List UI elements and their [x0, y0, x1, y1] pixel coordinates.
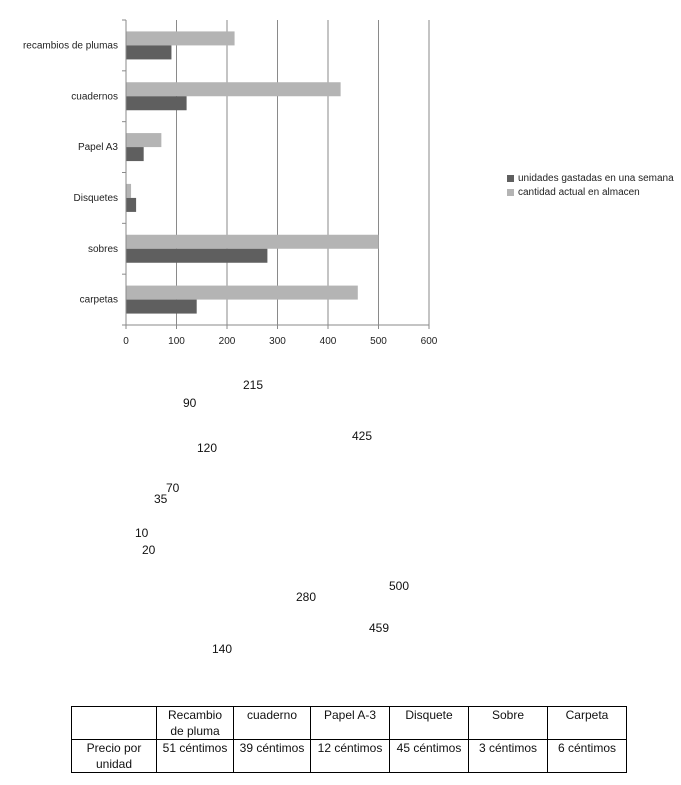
- value-label: 500: [389, 579, 410, 593]
- table-header-cell: Carpeta: [547, 706, 627, 740]
- table-row-label: Precio por unidad: [71, 739, 157, 773]
- bar-spent: [126, 147, 144, 162]
- value-label: 70: [166, 481, 180, 495]
- value-label: 459: [369, 621, 390, 635]
- value-label: 10: [135, 526, 149, 540]
- x-tick-label: 200: [219, 336, 236, 347]
- category-label: carpetas: [80, 295, 118, 306]
- legend-label-spent: unidades gastadas en una semana: [518, 172, 674, 184]
- category-labels: recambios de plumas cuadernos Papel A3 Disq…: [23, 40, 118, 305]
- bar-spent: [126, 299, 197, 314]
- table-header-cell: Sobre: [468, 706, 548, 740]
- bar-stock: [126, 183, 132, 198]
- value-label: 20: [142, 543, 156, 557]
- table-header-row: Recambio de pluma cuaderno Papel A-3 Dis…: [71, 706, 627, 740]
- table-header-cell: Recambio de pluma: [156, 706, 234, 740]
- table-cell: 45 céntimos: [389, 739, 469, 773]
- value-label: 120: [197, 441, 218, 455]
- bar-spent: [126, 197, 137, 212]
- x-tick-labels: 0 100 200 300 400 500 600: [123, 336, 438, 347]
- value-label: 35: [154, 492, 168, 506]
- table-cell: 39 céntimos: [233, 739, 311, 773]
- bar-stock: [126, 234, 379, 249]
- x-tick-label: 500: [370, 336, 387, 347]
- value-label: 280: [296, 590, 317, 604]
- legend-item: cantidad actual en almacen: [507, 185, 674, 199]
- category-label: Papel A3: [78, 142, 118, 153]
- legend-swatch-spent: [507, 174, 514, 182]
- legend: unidades gastadas en una semana cantidad…: [507, 171, 674, 199]
- value-label: 140: [212, 642, 233, 656]
- table-cell: 6 céntimos: [547, 739, 627, 773]
- bar-stock: [126, 82, 341, 97]
- legend-label-stock: cantidad actual en almacen: [518, 186, 640, 198]
- table-cell: 3 céntimos: [468, 739, 548, 773]
- category-label: sobres: [88, 244, 118, 255]
- axes: [122, 19, 430, 329]
- category-label: recambios de plumas: [23, 40, 118, 51]
- bar-stock: [126, 285, 358, 300]
- gridlines: [176, 20, 430, 325]
- legend-item: unidades gastadas en una semana: [507, 171, 674, 185]
- table-cell: 12 céntimos: [310, 739, 390, 773]
- bar-spent: [126, 248, 268, 263]
- price-table: Recambio de pluma cuaderno Papel A-3 Dis…: [71, 706, 627, 773]
- table-header-cell: Disquete: [389, 706, 469, 740]
- bar-stock: [126, 31, 235, 46]
- bar-spent: [126, 96, 187, 111]
- x-tick-label: 100: [168, 336, 185, 347]
- table-header-cell: [71, 706, 157, 740]
- category-label: Disquetes: [74, 193, 118, 204]
- bars: [126, 31, 379, 314]
- value-label: 90: [183, 396, 197, 410]
- bar-stock: [126, 133, 162, 148]
- table-cell: 51 céntimos: [156, 739, 234, 773]
- category-label: cuadernos: [71, 91, 118, 102]
- value-label: 425: [352, 429, 373, 443]
- x-tick-label: 400: [320, 336, 337, 347]
- x-tick-label: 600: [421, 336, 438, 347]
- legend-swatch-stock: [507, 188, 514, 196]
- x-tick-label: 300: [269, 336, 286, 347]
- bar-spent: [126, 45, 172, 60]
- table-header-cell: cuaderno: [233, 706, 311, 740]
- x-tick-label: 0: [123, 336, 129, 347]
- table-row: Precio por unidad 51 céntimos 39 céntimo…: [71, 739, 627, 773]
- bar-chart: 0 100 200 300 400 500 600 recambios de plumas c…: [23, 19, 438, 347]
- table-header-cell: Papel A-3: [310, 706, 390, 740]
- value-label: 215: [243, 378, 264, 392]
